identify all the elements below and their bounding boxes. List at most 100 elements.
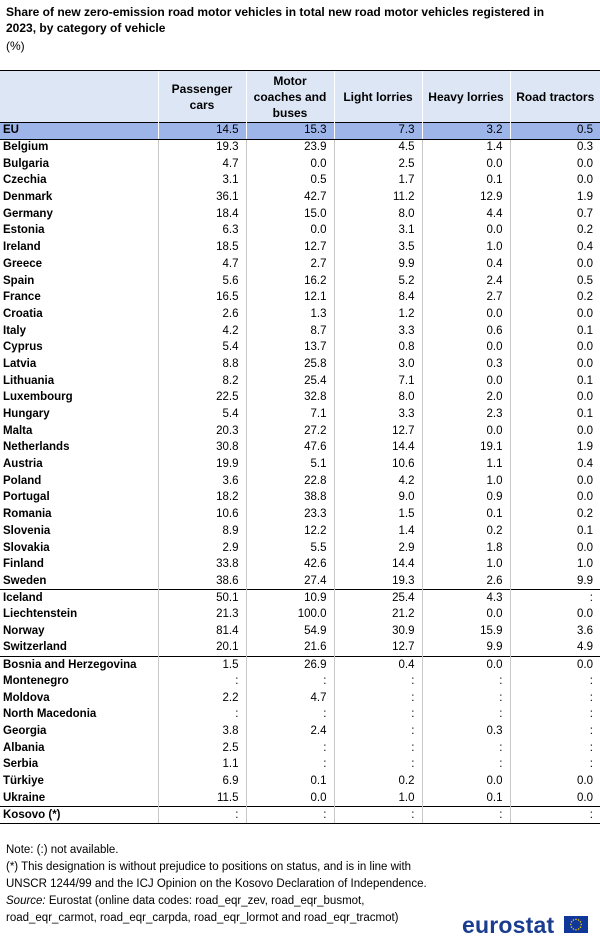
table-cell: 0.4 [509, 239, 600, 256]
table-cell: : [509, 756, 600, 774]
table-cell: 1.2 [333, 306, 422, 323]
table-row: Portugal 18.2 38.8 9.0 0.9 0.0 [0, 489, 600, 507]
note-not-available: Note: (:) not available. [6, 844, 119, 856]
table-cell: 42.6 [245, 556, 334, 574]
table-row: Estonia 6.3 0.0 3.1 0.0 0.2 [0, 222, 600, 240]
table-cell: 5.1 [245, 456, 334, 473]
row-label: Ukraine [3, 791, 46, 804]
row-label: Germany [3, 207, 53, 220]
table-row: Denmark 36.1 42.7 11.2 12.9 1.9 [0, 189, 600, 206]
table-cell: 8.8 [157, 356, 246, 373]
table-row: Ireland 18.5 12.7 3.5 1.0 0.4 [0, 239, 600, 256]
table-cell: 1.3 [245, 306, 334, 323]
table-cell: 25.4 [245, 372, 334, 390]
table-row: Sweden 38.6 27.4 19.3 2.6 9.9 [0, 573, 600, 590]
table-cell: 11.5 [157, 790, 246, 807]
table-row: France 16.5 12.1 8.4 2.7 0.2 [0, 289, 600, 307]
table-row: Norway 81.4 54.9 30.9 15.9 3.6 [0, 623, 600, 640]
table-cell: 0.0 [509, 773, 600, 790]
table-cell: 2.6 [421, 573, 510, 590]
table-cell: 0.0 [421, 372, 510, 390]
table-row: Romania 10.6 23.3 1.5 0.1 0.2 [0, 506, 600, 523]
table-cell: 0.2 [333, 773, 422, 790]
table-cell: : [245, 706, 334, 724]
table-cell: : [509, 589, 600, 607]
table-cell: 0.0 [509, 356, 600, 373]
table-cell: 0.0 [509, 256, 600, 273]
row-label: Serbia [3, 758, 39, 771]
table-cell: 0.5 [245, 172, 334, 190]
column-header-light-lorries: Light lorries [333, 70, 422, 123]
row-label: Montenegro [3, 675, 69, 688]
table-cell: 0.5 [509, 272, 600, 290]
table-row: Albania 2.5:::: [0, 739, 600, 757]
table-cell: 12.7 [333, 422, 422, 440]
column-header-motor-coaches: Motor coaches and buses [245, 70, 334, 123]
row-label: EU [0, 122, 158, 140]
table-row: EU 14.5 15.3 7.3 3.2 0.5 [0, 122, 600, 140]
table-cell: 18.2 [157, 489, 246, 507]
table-row: Poland 3.6 22.8 4.2 1.0 0.0 [0, 472, 600, 490]
table-cell: : [421, 689, 510, 707]
table-cell: 38.8 [245, 489, 334, 507]
table-cell: 0.4 [333, 656, 422, 674]
table-row: Malta 20.3 27.2 12.7 0.0 0.0 [0, 422, 600, 440]
source-line: Source: Eurostat (online data codes: roa… [6, 893, 446, 927]
table-cell: 12.7 [333, 639, 422, 657]
row-label: Spain [3, 274, 35, 287]
table-cell: 25.8 [245, 356, 334, 373]
table-cell: 0.1 [509, 523, 600, 540]
row-label: Norway [3, 624, 45, 637]
table-cell: 2.5 [333, 155, 422, 173]
unit-label: (%) [6, 39, 25, 53]
table-cell: 10.6 [333, 456, 422, 473]
row-label: Finland [3, 558, 44, 571]
table-cell: 22.8 [245, 472, 334, 490]
table-cell: 10.9 [245, 589, 334, 607]
table-cell: 25.4 [333, 589, 422, 607]
table-cell: 0.0 [509, 339, 600, 357]
table-title: Share of new zero-emission road motor ve… [6, 5, 545, 35]
table-cell: 4.2 [333, 472, 422, 490]
table-row: Switzerland 20.1 21.6 12.7 9.9 4.9 [0, 639, 600, 657]
table-cell: 9.0 [333, 489, 422, 507]
table-cell: 0.3 [509, 139, 600, 156]
table-cell: 19.9 [157, 456, 246, 473]
table-cell: 81.4 [157, 623, 246, 640]
table-cell: 8.4 [333, 289, 422, 307]
table-cell: 0.0 [421, 155, 510, 173]
row-label: Slovakia [3, 541, 50, 554]
table-cell: 0.1 [421, 172, 510, 190]
table-row: Belgium 19.3 23.9 4.5 1.4 0.3 [0, 139, 600, 156]
table-cell: 1.9 [509, 189, 600, 206]
table-cell: 3.3 [333, 322, 422, 340]
table-cell: 0.7 [509, 205, 600, 223]
table-cell: 9.9 [421, 639, 510, 657]
table-cell: 5.5 [245, 539, 334, 557]
table-cell: 16.5 [157, 289, 246, 307]
table-cell: 0.4 [509, 456, 600, 473]
row-label: France [3, 291, 41, 304]
row-label: Cyprus [3, 341, 43, 354]
table-cell: 7.1 [333, 372, 422, 390]
flag-star [577, 928, 580, 930]
table-cell: : [245, 739, 334, 757]
table-cell: 14.4 [333, 556, 422, 574]
table-cell: 42.7 [245, 189, 334, 206]
table-cell: 0.0 [509, 539, 600, 557]
table-row: Cyprus 5.4 13.7 0.8 0.0 0.0 [0, 339, 600, 357]
row-label: Portugal [3, 491, 50, 504]
flag-star [579, 926, 582, 928]
table-cell: 3.2 [421, 122, 510, 140]
table-cell: 20.1 [157, 639, 246, 657]
table-cell: 0.8 [333, 339, 422, 357]
flag-star [572, 928, 575, 930]
table-cell: 0.0 [509, 155, 600, 173]
table-cell: 0.9 [421, 489, 510, 507]
table-cell: 7.1 [245, 406, 334, 423]
table-row: Croatia 2.6 1.3 1.2 0.0 0.0 [0, 306, 600, 323]
row-label: Denmark [3, 191, 53, 204]
flag-star [572, 919, 575, 921]
table-cell: 21.3 [157, 606, 246, 624]
table-cell: 2.9 [157, 539, 246, 557]
